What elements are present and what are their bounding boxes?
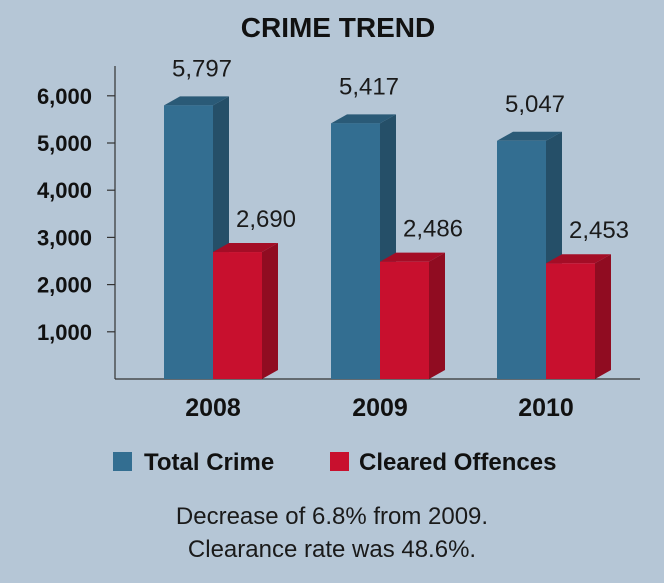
y-tick-label: 3,000: [37, 225, 92, 250]
x-tick-label: 2008: [185, 394, 241, 422]
bar: [213, 243, 278, 379]
chart-title: CRIME TREND: [241, 12, 435, 43]
legend-label: Cleared Offences: [359, 449, 556, 476]
y-tick-label: 2,000: [37, 273, 92, 298]
data-label: 5,797: [172, 55, 232, 82]
chart-bars: [164, 96, 611, 380]
legend-swatch: [330, 452, 349, 471]
data-label: 5,417: [339, 73, 399, 100]
data-label: 5,047: [505, 91, 565, 118]
x-tick-label: 2009: [352, 394, 408, 422]
bar: [546, 254, 611, 379]
caption-line-1: Decrease of 6.8% from 2009.: [175, 503, 489, 530]
chart-legend: Total Crime Cleared Offences: [113, 449, 556, 476]
y-tick-label: 4,000: [37, 178, 92, 203]
bar: [380, 252, 445, 379]
legend-swatch: [113, 452, 132, 471]
chart-axes: 1,000 2,000 3,000 4,000 5,000 6,000 2008 2009 20…: [37, 66, 640, 422]
y-tick-label: 1,000: [37, 320, 92, 345]
data-label: 2,690: [236, 206, 296, 233]
data-label: 2,486: [403, 216, 463, 243]
x-tick-label: 2010: [518, 394, 574, 422]
chart-data-labels: 5,797 2,690 5,417 2,486 5,047 2,453: [172, 55, 629, 244]
data-label: 2,453: [569, 217, 629, 244]
legend-item: Cleared Offences: [330, 449, 556, 476]
legend-label: Total Crime: [144, 449, 274, 476]
legend-item: Total Crime: [113, 449, 274, 476]
y-tick-label: 5,000: [37, 131, 92, 156]
y-tick-label: 6,000: [37, 84, 92, 109]
caption-line-2: Clearance rate was 48.6%.: [187, 536, 477, 563]
